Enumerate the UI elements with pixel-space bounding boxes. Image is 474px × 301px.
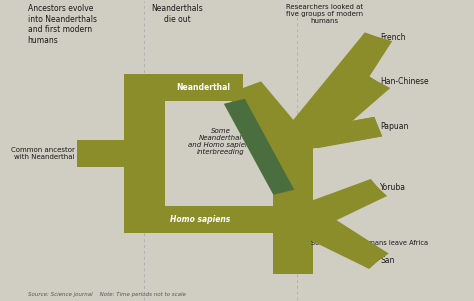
Polygon shape xyxy=(289,117,382,151)
Polygon shape xyxy=(302,212,389,268)
Polygon shape xyxy=(226,81,310,153)
Text: Source: Science journal    Note: Time periods not to scale: Source: Science journal Note: Time perio… xyxy=(27,292,185,296)
Text: Yoruba: Yoruba xyxy=(381,183,406,192)
Text: Han-Chinese: Han-Chinese xyxy=(381,77,429,86)
Polygon shape xyxy=(299,33,392,142)
Polygon shape xyxy=(301,76,390,145)
Polygon shape xyxy=(273,140,313,274)
Polygon shape xyxy=(273,140,313,232)
Text: Ancestors evolve
into Neanderthals
and first modern
humans: Ancestors evolve into Neanderthals and f… xyxy=(27,5,97,45)
Polygon shape xyxy=(124,74,164,232)
Text: Some
Neanderthal
and Homo sapiens
interbreeding: Some Neanderthal and Homo sapiens interb… xyxy=(188,128,254,155)
Polygon shape xyxy=(309,117,382,148)
Polygon shape xyxy=(224,99,294,195)
Text: San: San xyxy=(381,256,395,265)
Text: Some modern humans leave Africa: Some modern humans leave Africa xyxy=(311,240,428,246)
Polygon shape xyxy=(124,74,243,101)
Polygon shape xyxy=(280,33,392,146)
Text: Researchers looked at
five groups of modern
humans: Researchers looked at five groups of mod… xyxy=(286,5,363,24)
Text: Common ancestor
with Neanderthal: Common ancestor with Neanderthal xyxy=(11,147,75,160)
Text: French: French xyxy=(381,33,406,42)
Polygon shape xyxy=(285,179,385,228)
Polygon shape xyxy=(124,206,313,232)
Polygon shape xyxy=(282,75,389,148)
Polygon shape xyxy=(284,211,387,269)
Text: Neanderthal: Neanderthal xyxy=(176,83,230,92)
Polygon shape xyxy=(304,180,387,227)
Text: Homo sapiens: Homo sapiens xyxy=(171,215,231,224)
Text: Papuan: Papuan xyxy=(381,122,409,131)
Polygon shape xyxy=(77,140,164,167)
Text: Neanderthals
die out: Neanderthals die out xyxy=(151,5,203,24)
